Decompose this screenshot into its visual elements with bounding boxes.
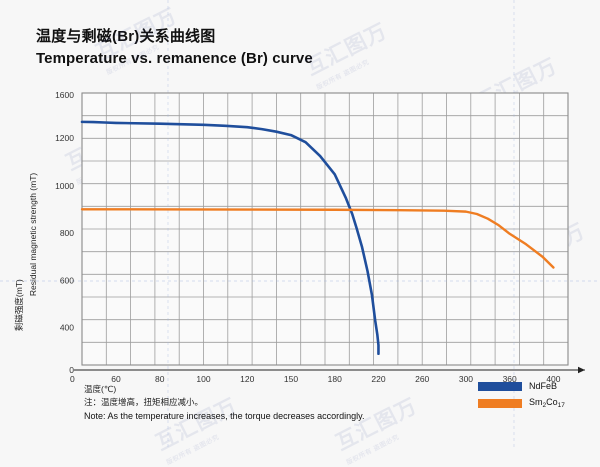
grid-layer [0, 0, 600, 450]
note-block: 注：温度增高，扭矩相应减小。 Note: As the temperature … [84, 396, 365, 423]
x-tick-label: 150 [284, 374, 298, 384]
x-tick-label: 100 [196, 374, 210, 384]
legend-label-ndfeb: NdFeB [529, 381, 558, 391]
legend-item-sm2co17[interactable]: Sm2Co17 [478, 396, 565, 410]
page-title-en: Temperature vs. remanence (Br) curve [36, 50, 313, 67]
chart-title-block: 温度与剩磁(Br)关系曲线图 Temperature vs. remanence… [36, 27, 313, 69]
legend-item-ndfeb[interactable]: NdFeB [478, 379, 565, 393]
x-axis-title: 温度(℃) [84, 384, 116, 394]
note-text-en: Note: As the temperature increases, the … [84, 411, 365, 421]
x-tick-label: 300 [459, 374, 473, 384]
series-line-sm2co17 [80, 208, 555, 269]
y-tick-label: 0 [69, 365, 74, 375]
legend-label-sm2co17: Sm2Co17 [529, 397, 565, 409]
x-tick-label: 0 [70, 374, 75, 384]
x-tick-label: 60 [111, 374, 121, 384]
page-title-cn: 温度与剩磁(Br)关系曲线图 [36, 28, 216, 45]
chart-legend: NdFeB Sm2Co17 [478, 379, 565, 413]
y-tick-label: 600 [60, 276, 74, 286]
series-line-ndfeb [80, 120, 380, 356]
y-tick-label: 1000 [55, 181, 74, 191]
y-tick-label: 1200 [55, 133, 74, 143]
x-tick-label: 400 [546, 374, 560, 384]
y-tick-label: 1600 [55, 90, 74, 100]
axis-layer [74, 92, 585, 374]
series-layer [80, 120, 555, 356]
x-tick-label: 180 [328, 374, 342, 384]
x-tick-label: 120 [240, 374, 254, 384]
y-tick-label: 800 [60, 228, 74, 238]
axis-title-layer: 温度(℃) 剩磁强度(mT) Residual magnetic strength … [14, 173, 116, 394]
legend-swatch-sm2co17 [478, 398, 522, 408]
y-axis-title-cn: 剩磁强度(mT) [14, 279, 24, 331]
tick-label-layer: 0 60 80 100 120 150 180 220 260 300 360 400 0 400 600 8… [55, 90, 561, 384]
legend-swatch-ndfeb [478, 381, 522, 391]
x-tick-label: 220 [371, 374, 385, 384]
x-tick-label: 260 [415, 374, 429, 384]
x-tick-label: 360 [503, 374, 517, 384]
chart-canvas: 0 60 80 100 120 150 180 220 260 300 360 400 0 400 600 8… [0, 0, 600, 450]
y-axis-title-en: Residual magnetic strength (mT) [28, 173, 38, 296]
x-tick-label: 80 [155, 374, 165, 384]
note-text-cn: 注：温度增高，扭矩相应减小。 [84, 397, 204, 407]
y-tick-label: 400 [60, 322, 74, 332]
temperature-remanence-chart: 0 60 80 100 120 150 180 220 260 300 360 400 0 400 600 8… [0, 0, 600, 450]
